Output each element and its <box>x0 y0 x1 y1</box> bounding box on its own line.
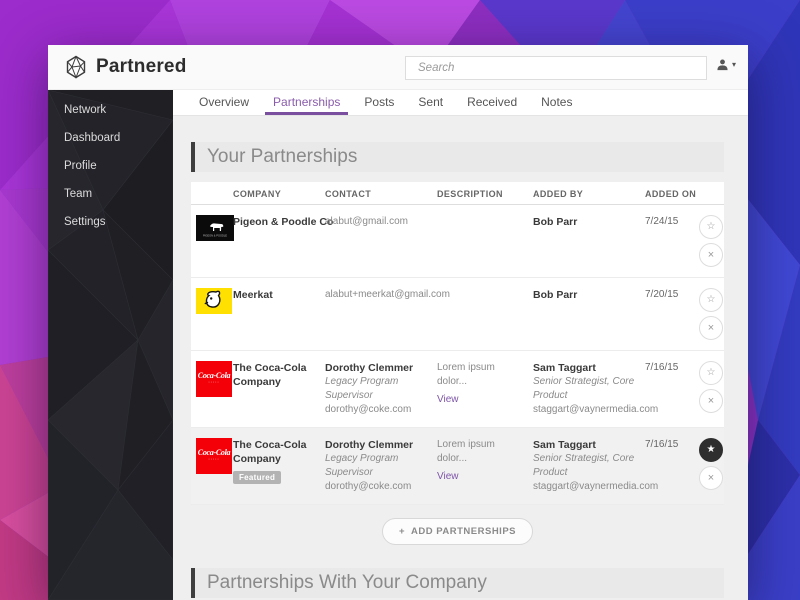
view-link[interactable]: View <box>437 471 459 482</box>
tab-partnerships[interactable]: Partnerships <box>265 90 349 115</box>
svg-text:PIGEON & POODLE: PIGEON & POODLE <box>203 234 227 238</box>
sidebar: Network Dashboard Profile Team Settings <box>48 90 173 600</box>
sidebar-item-team[interactable]: Team <box>64 188 93 200</box>
company-name: The Coca-Cola Company <box>233 439 307 465</box>
contact-email: dorothy@coke.com <box>325 404 412 415</box>
section-heading-your-partnerships: Your Partnerships <box>191 142 724 172</box>
section-title: Your Partnerships <box>207 146 358 167</box>
title-bar: Partnered ▾ <box>48 45 748 90</box>
sidebar-item-settings[interactable]: Settings <box>64 216 106 228</box>
added-by-email: staggart@vaynermedia.com <box>533 404 659 415</box>
sidebar-item-network[interactable]: Network <box>64 104 107 116</box>
contact-name: Dorothy Clemmer <box>325 439 414 451</box>
description-text: Lorem ipsum dolor... <box>437 362 495 387</box>
brand: Partnered <box>48 55 187 79</box>
close-icon: × <box>707 394 715 407</box>
plus-icon: + <box>398 526 406 537</box>
tab-posts[interactable]: Posts <box>364 95 395 109</box>
col-added-on: ADDED ON <box>645 189 697 199</box>
remove-button[interactable]: × <box>699 466 723 490</box>
table-row-featured: Coca-Cola ····· The Coca-Cola Company Fe… <box>191 428 724 505</box>
user-menu[interactable]: ▾ <box>716 58 736 71</box>
star-icon: ☆ <box>706 367 716 378</box>
sidebar-item-dashboard[interactable]: Dashboard <box>64 132 121 144</box>
company-logo-coca-cola: Coca-Cola ····· <box>196 438 232 474</box>
star-filled-icon: ★ <box>706 444 716 455</box>
contact-email: alabut@gmail.com <box>325 216 408 227</box>
col-contact: CONTACT <box>325 189 372 199</box>
featured-badge: Featured <box>233 471 282 484</box>
company-logo-coca-cola: Coca-Cola ····· <box>196 361 232 397</box>
added-on-date: 7/20/15 <box>645 289 679 300</box>
sidebar-facets-texture <box>48 90 173 600</box>
added-by-name: Sam Taggart <box>533 362 596 374</box>
favorite-button-active[interactable]: ★ <box>699 438 723 462</box>
added-on-date: 7/24/15 <box>645 216 679 227</box>
col-description: DESCRIPTION <box>437 189 503 199</box>
section-heading-partnerships-with-company: Partnerships With Your Company <box>191 568 724 598</box>
partnered-logo-icon <box>66 55 86 79</box>
add-partnerships-button[interactable]: + ADD PARTNERSHIPS <box>381 518 533 545</box>
added-on-date: 7/16/15 <box>645 439 679 450</box>
description-text: Lorem ipsum dolor... <box>437 439 495 464</box>
added-by-name: Bob Parr <box>533 289 578 301</box>
table-row: PIGEON & POODLE Pigeon & Poodle Co alabu… <box>191 205 724 278</box>
close-icon: × <box>707 321 715 334</box>
app-title: Partnered <box>96 56 187 77</box>
company-logo-pigeon-poodle: PIGEON & POODLE <box>196 215 234 241</box>
your-partnerships-table: COMPANY CONTACT DESCRIPTION ADDED BY ADD… <box>191 182 724 505</box>
add-partnerships-label: ADD PARTNERSHIPS <box>411 526 516 537</box>
added-by-title: Senior Strategist, Core Product <box>533 453 635 478</box>
content-area: Your Partnerships COMPANY CONTACT DESCRI… <box>173 116 748 600</box>
remove-button[interactable]: × <box>699 243 723 267</box>
main-area: Overview Partnerships Posts Sent Receive… <box>173 90 748 600</box>
tab-notes[interactable]: Notes <box>541 95 573 109</box>
added-by-name: Sam Taggart <box>533 439 596 451</box>
contact-email: dorothy@coke.com <box>325 481 412 492</box>
favorite-button[interactable]: ☆ <box>699 215 723 239</box>
added-by-title: Senior Strategist, Core Product <box>533 376 635 401</box>
remove-button[interactable]: × <box>699 316 723 340</box>
favorite-button[interactable]: ☆ <box>699 361 723 385</box>
remove-button[interactable]: × <box>699 389 723 413</box>
user-icon <box>717 59 728 71</box>
sidebar-nav: Network Dashboard Profile Team Settings <box>48 90 173 236</box>
tab-received[interactable]: Received <box>467 95 518 109</box>
company-logo-meerkat <box>196 288 232 314</box>
tab-overview[interactable]: Overview <box>199 95 250 109</box>
table-header-row: COMPANY CONTACT DESCRIPTION ADDED BY ADD… <box>191 182 724 205</box>
company-name: Pigeon & Poodle Co <box>233 216 334 228</box>
added-by-name: Bob Parr <box>533 216 578 228</box>
close-icon: × <box>707 471 715 484</box>
contact-title: Legacy Program Supervisor <box>325 453 399 478</box>
contact-name: Dorothy Clemmer <box>325 362 414 374</box>
tab-bar: Overview Partnerships Posts Sent Receive… <box>173 90 748 116</box>
col-company: COMPANY <box>233 189 282 199</box>
contact-email: alabut+meerkat@gmail.com <box>325 289 450 300</box>
caret-down-icon: ▾ <box>731 60 736 69</box>
sidebar-item-profile[interactable]: Profile <box>64 160 97 172</box>
added-by-email: staggart@vaynermedia.com <box>533 481 659 492</box>
table-row: Meerkat alabut+meerkat@gmail.com Bob Par… <box>191 278 724 351</box>
section-title: Partnerships With Your Company <box>207 572 487 593</box>
star-icon: ☆ <box>706 221 716 232</box>
star-icon: ☆ <box>706 294 716 305</box>
view-link[interactable]: View <box>437 394 459 405</box>
contact-title: Legacy Program Supervisor <box>325 376 399 401</box>
col-added-by: ADDED BY <box>533 189 584 199</box>
company-name: Meerkat <box>233 289 273 301</box>
tab-sent[interactable]: Sent <box>418 95 444 109</box>
favorite-button[interactable]: ☆ <box>699 288 723 312</box>
app-window: Partnered ▾ <box>48 45 748 600</box>
search-input[interactable] <box>405 56 707 80</box>
company-name: The Coca-Cola Company <box>233 362 307 388</box>
close-icon: × <box>707 248 715 261</box>
added-on-date: 7/16/15 <box>645 362 679 373</box>
table-row: Coca-Cola ····· The Coca-Cola Company Do… <box>191 351 724 428</box>
